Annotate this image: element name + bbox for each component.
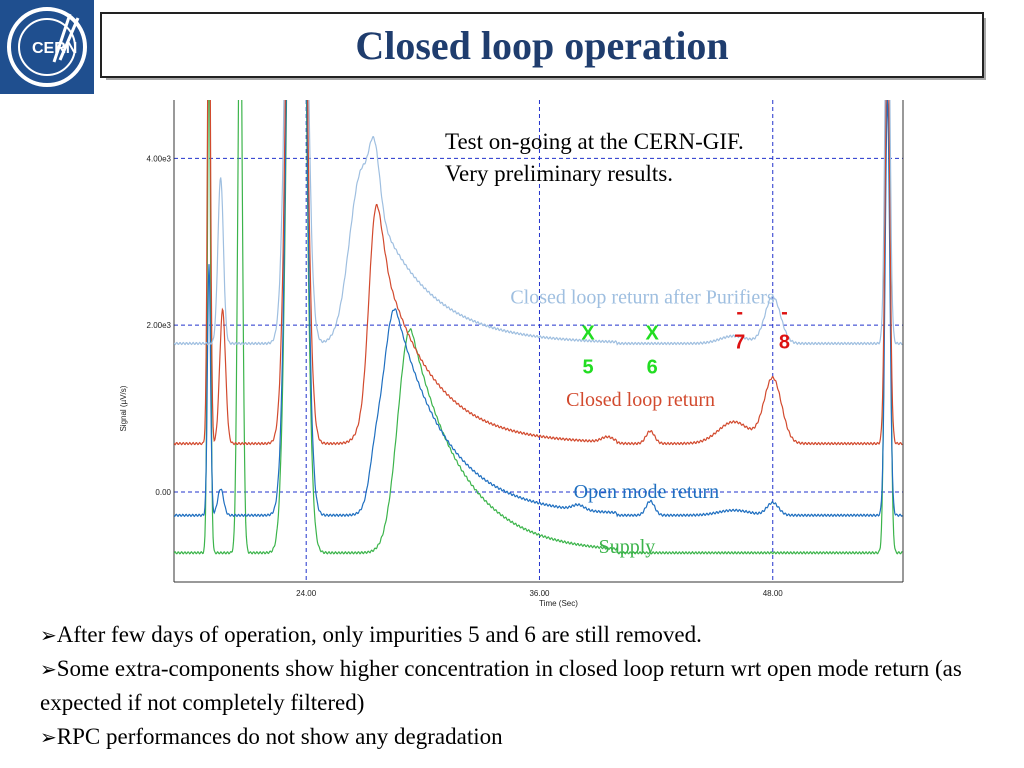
closed-loop-return-line	[174, 100, 903, 446]
x-tick-label: 48.00	[763, 589, 784, 598]
open-mode-return-line	[174, 100, 903, 518]
impurity-number: 7	[734, 331, 745, 353]
arrow-bullet-icon: ➢	[40, 623, 57, 647]
y-axis-label: Signal (µV/s)	[119, 385, 128, 431]
bullet-item: ➢Some extra-components show higher conce…	[40, 652, 1000, 720]
x-tick-label: 36.00	[529, 589, 550, 598]
impurity-number: 5	[583, 357, 594, 379]
impurity-number: 6	[647, 357, 658, 379]
impurity-marker: X	[646, 323, 660, 345]
series-label: Closed loop return after Purifiers	[510, 286, 775, 308]
page-title: Closed loop operation	[355, 22, 729, 68]
impurity-marker: -	[781, 301, 788, 323]
impurity-marker: X	[581, 323, 595, 345]
bullet-text: After few days of operation, only impuri…	[56, 622, 702, 647]
cern-logo-graphic: CERN	[0, 0, 94, 94]
x-tick-label: 24.00	[296, 589, 317, 598]
bullet-text: RPC performances do not show any degrada…	[56, 724, 503, 749]
arrow-bullet-icon: ➢	[40, 725, 57, 749]
plot-area	[174, 100, 903, 555]
arrow-bullet-icon: ➢	[40, 657, 57, 681]
bullet-item: ➢After few days of operation, only impur…	[40, 618, 1000, 652]
preliminary-note: Test on-going at the CERN-GIF. Very prel…	[445, 126, 744, 190]
impurity-number: 8	[779, 331, 790, 353]
logo-text: CERN	[32, 40, 77, 57]
x-axis-label: Time (Sec)	[539, 599, 578, 608]
title-box: Closed loop operation	[100, 12, 984, 78]
series-label: Supply	[599, 536, 656, 558]
bullet-item: ➢RPC performances do not show any degrad…	[40, 720, 1000, 754]
y-tick-label: 0.00	[155, 488, 171, 497]
series-label: Open mode return	[574, 481, 720, 503]
bullet-text: Some extra-components show higher concen…	[40, 656, 962, 715]
closed-loop-after-purifiers-line	[174, 100, 903, 346]
note-line-1: Test on-going at the CERN-GIF.	[445, 129, 744, 154]
y-tick-label: 2.00e3	[147, 321, 172, 330]
supply-line	[174, 100, 903, 555]
y-tick-label: 4.00e3	[147, 154, 172, 163]
series-label: Closed loop return	[566, 389, 715, 411]
cern-logo: CERN	[0, 0, 94, 94]
bullet-list: ➢After few days of operation, only impur…	[40, 618, 1000, 754]
note-line-2: Very preliminary results.	[445, 161, 674, 186]
impurity-marker: -	[736, 301, 743, 323]
